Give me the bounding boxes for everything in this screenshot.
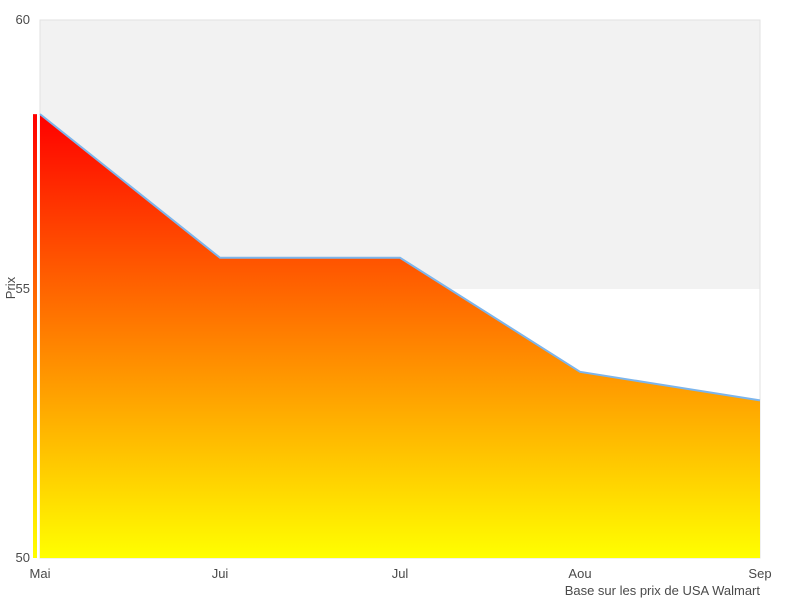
x-tick-label: Sep: [748, 566, 772, 581]
y-tick-label: 60: [15, 12, 30, 27]
source-caption: Base sur les prix de USA Walmart: [564, 583, 760, 598]
x-tick-label: Mai: [29, 566, 51, 581]
price-line: [39, 113, 761, 402]
y-tick-label: 55: [15, 281, 30, 296]
area-edge-strip: [33, 114, 37, 559]
price-area: [40, 114, 760, 559]
y-tick-label: 50: [15, 550, 30, 565]
x-tick-label: Aou: [568, 566, 592, 581]
x-tick-label: Jui: [211, 566, 229, 581]
x-tick-label: Jul: [391, 566, 409, 581]
